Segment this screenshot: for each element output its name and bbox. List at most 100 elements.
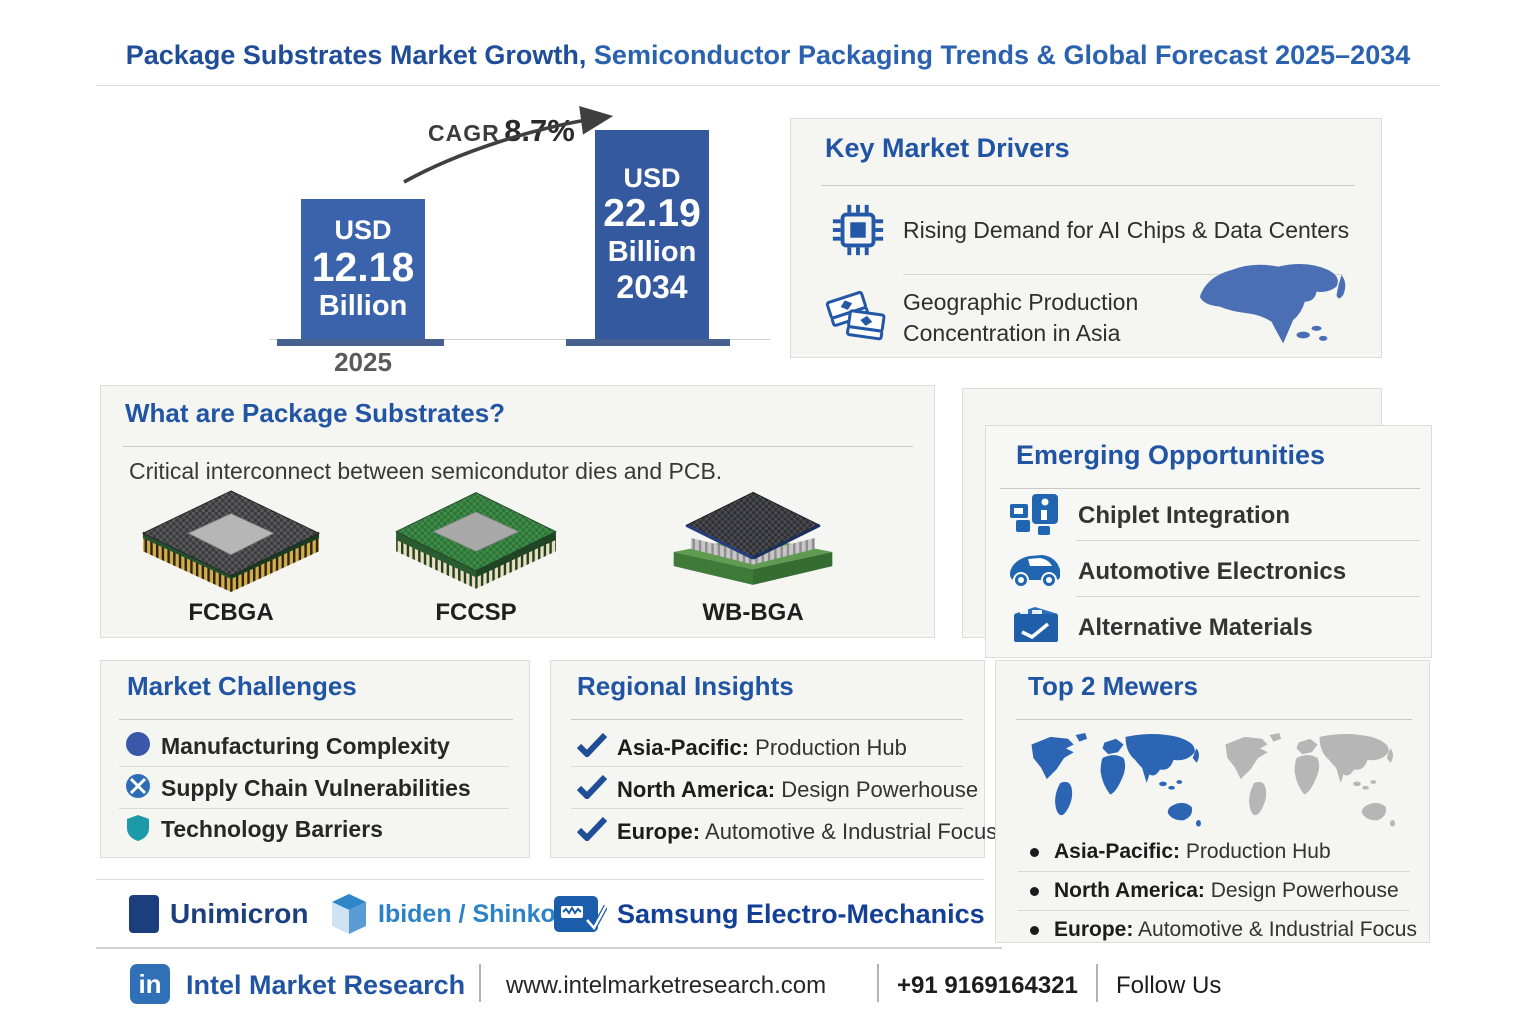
- opportunity-item-3: Alternative Materials: [1078, 614, 1313, 641]
- bullet-icon: [1030, 926, 1039, 935]
- mover-item-1-region: Asia-Pacific:: [1054, 840, 1181, 863]
- page-title-regular: Semiconductor Packaging Trends & Global …: [586, 40, 1411, 70]
- drivers-title-divider: [821, 185, 1355, 186]
- opportunities-divider-1: [1076, 540, 1420, 541]
- regional-item-3-text: Automotive & Industrial Focus: [700, 819, 998, 844]
- footer-website-link[interactable]: www.intelmarketresearch.com: [506, 972, 827, 999]
- logo-ibiden-shinko: Ibiden / Shinko: [330, 892, 556, 936]
- circle-x-icon: [126, 774, 150, 798]
- samsung-em-logo-text: Samsung Electro-Mechanics: [617, 898, 985, 929]
- opportunities-divider-2: [1076, 596, 1420, 597]
- cagr-label: CAGR: [428, 120, 500, 146]
- regional-card: Regional Insights Asia-Pacific: Producti…: [550, 660, 997, 858]
- chip-icon: [832, 204, 884, 256]
- footer-phone[interactable]: +91 9169164321: [897, 972, 1078, 999]
- page-title-bold: Package Substrates Market Growth,: [125, 40, 587, 70]
- growth-arrow-icon: [403, 106, 614, 184]
- logo-samsung-em: Samsung Electro-Mechanics: [553, 890, 985, 938]
- mover-item-2-text: Design Powerhouse: [1204, 879, 1399, 902]
- linkedin-glyph: in: [138, 968, 162, 999]
- wbbga-chip-icon: [673, 491, 833, 585]
- driver-row-divider: [903, 274, 1343, 275]
- world-map-blue-icon: [1031, 733, 1201, 827]
- regional-item-2-text: Design Powerhouse: [775, 777, 979, 802]
- money-icon: [825, 290, 886, 341]
- movers-title: Top 2 Mewers: [1028, 671, 1199, 701]
- regional-item-1-text: Production Hub: [749, 735, 907, 760]
- mover-item-1: Asia-Pacific: Production Hub: [1054, 840, 1331, 864]
- mover-item-2: North America: Design Powerhouse: [1054, 879, 1399, 903]
- bar-2025-currency: USD: [334, 215, 392, 246]
- dot-icon: [126, 732, 150, 756]
- chip-label: FCCSP: [435, 599, 517, 626]
- bar-platform-2025: [277, 339, 444, 346]
- footer-brand: Intel Market Research: [186, 970, 466, 1000]
- check-icon: [577, 775, 607, 799]
- substrates-title: What are Package Substrates?: [125, 398, 506, 428]
- linkedin-icon[interactable]: in: [130, 964, 170, 1004]
- regional-divider-1: [571, 766, 963, 767]
- regional-item-3-region: Europe:: [617, 819, 701, 844]
- bar-2034: USD 22.19 Billion 2034: [595, 130, 709, 339]
- substrates-title-divider: [123, 446, 913, 447]
- mover-item-3: Europe: Automotive & Industrial Focus: [1054, 918, 1417, 942]
- substrates-card: What are Package Substrates? Critical in…: [100, 385, 935, 638]
- car-icon: [1010, 555, 1060, 588]
- logos-top-divider: [96, 879, 984, 880]
- bar-2034-unit: Billion: [607, 236, 697, 269]
- bullet-icon: [1030, 848, 1039, 857]
- opportunity-item-2: Automotive Electronics: [1078, 558, 1347, 585]
- chip-label: FCBGA: [188, 599, 274, 626]
- fccsp-chip-icon: [395, 492, 557, 589]
- regional-item-2-region: North America:: [617, 777, 776, 802]
- ibiden-logo-text: Ibiden / Shinko: [378, 899, 556, 928]
- challenges-card: Market Challenges Manufacturing Complexi…: [100, 660, 530, 858]
- challenges-title-divider: [119, 719, 513, 720]
- bar-2025-value: 12.18: [311, 244, 415, 291]
- challenges-divider-1: [119, 766, 509, 767]
- fcbga-chip-icon: [141, 490, 321, 592]
- challenge-item-2: Supply Chain Vulnerabilities: [161, 775, 471, 801]
- drivers-title: Key Market Drivers: [825, 133, 1070, 163]
- mover-item-3-text: Automotive & Industrial Focus: [1133, 918, 1417, 941]
- samsung-em-logo-icon: [554, 896, 607, 933]
- challenges-title: Market Challenges: [127, 671, 357, 701]
- logo-unimicron: Unimicron: [128, 894, 308, 934]
- regional-title: Regional Insights: [577, 671, 794, 701]
- opportunities-title: Emerging Opportunities: [1016, 440, 1326, 470]
- page-title: Package Substrates Market Growth, Semico…: [0, 40, 1536, 71]
- unimicron-logo-icon: [129, 895, 159, 933]
- opportunity-item-1: Chiplet Integration: [1078, 502, 1290, 529]
- footer-separator: [479, 964, 481, 1002]
- footer-follow-us[interactable]: Follow Us: [1116, 972, 1222, 999]
- movers-divider-2: [1018, 910, 1410, 911]
- challenges-divider-2: [119, 808, 509, 809]
- footer-separator: [1096, 964, 1098, 1002]
- bar-2025-year-label: 2025: [334, 347, 392, 377]
- footer-separator: [877, 964, 879, 1002]
- bar-platform-2034: [566, 339, 730, 346]
- world-map-gray-icon: [1225, 733, 1395, 827]
- opportunities-card: Emerging Opportunities Chiplet Integrati…: [985, 425, 1432, 658]
- unimicron-logo-text: Unimicron: [170, 898, 309, 929]
- substrate-type-fcbga: FCBGA: [111, 486, 351, 627]
- challenge-item-3: Technology Barriers: [161, 816, 383, 842]
- mover-item-3-region: Europe:: [1054, 918, 1134, 941]
- substrates-description: Critical interconnect between semicondut…: [129, 458, 723, 484]
- bullet-icon: [1030, 887, 1039, 896]
- bar-2025-unit: Billion: [318, 290, 408, 323]
- mover-item-2-region: North America:: [1054, 879, 1205, 902]
- challenge-item-1: Manufacturing Complexity: [161, 733, 450, 759]
- bar-2034-currency: USD: [623, 163, 681, 194]
- bar-2034-value: 22.19: [603, 192, 701, 236]
- mover-item-1-text: Production Hub: [1180, 840, 1331, 863]
- footer-divider: [96, 947, 1002, 949]
- substrate-type-wbbga: WB-BGA: [633, 486, 873, 627]
- asia-map-icon: [1199, 264, 1346, 344]
- key-market-drivers-card: Key Market Drivers Rising Demand for AI …: [790, 118, 1382, 358]
- cagr-annotation: CAGR 8.7%: [428, 113, 575, 149]
- bar-2025: USD 12.18 Billion: [301, 199, 425, 339]
- substrate-type-fccsp: FCCSP: [356, 486, 596, 627]
- driver-item-1: Rising Demand for AI Chips & Data Center…: [903, 217, 1350, 243]
